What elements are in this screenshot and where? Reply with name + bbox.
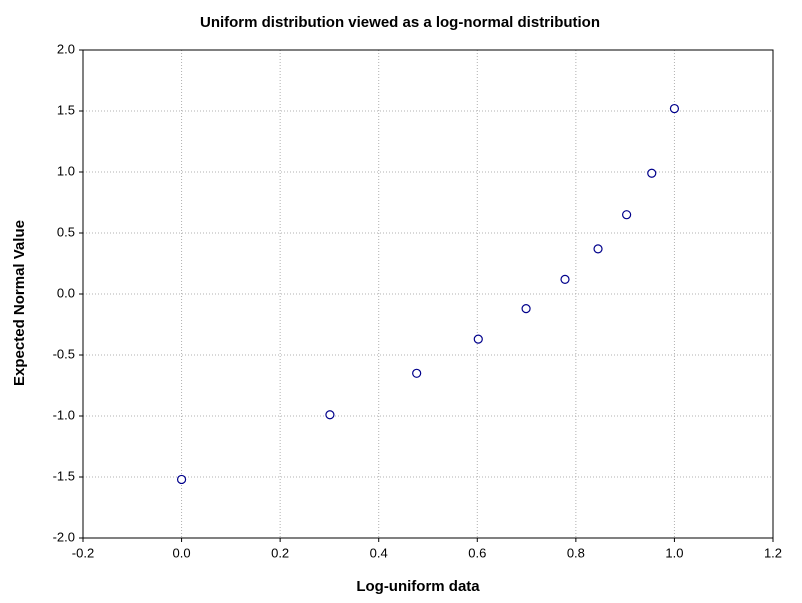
- point: [669, 103, 680, 114]
- point: [412, 368, 422, 378]
- x-tick-label: 1.0: [665, 545, 683, 560]
- x-tick-label: 0.8: [567, 545, 585, 560]
- y-tick-label: -1.5: [53, 468, 75, 483]
- y-tick-label: 2.0: [57, 41, 75, 56]
- point: [325, 410, 335, 420]
- y-tick-label: -1.0: [53, 407, 75, 422]
- y-tick-label: 1.0: [57, 163, 75, 178]
- y-axis-label: Expected Normal Value: [11, 220, 28, 386]
- y-tick-label: -2.0: [53, 529, 75, 544]
- x-tick-label: 0.4: [370, 545, 388, 560]
- y-tick-label: 0.0: [57, 285, 75, 300]
- x-tick-label: 0.0: [173, 545, 191, 560]
- plot-frame: [82, 49, 774, 539]
- x-tick-label: 1.2: [764, 545, 782, 560]
- point: [176, 474, 187, 485]
- x-tick-label: 0.2: [271, 545, 289, 560]
- point: [622, 210, 632, 220]
- y-tick-label: 1.5: [57, 102, 75, 117]
- point: [473, 334, 483, 344]
- x-tick-label: 0.6: [468, 545, 486, 560]
- point: [521, 304, 531, 314]
- point: [593, 244, 603, 254]
- y-tick-label: -0.5: [53, 346, 75, 361]
- x-tick-label: -0.2: [72, 545, 94, 560]
- y-tick-label: 0.5: [57, 224, 75, 239]
- point: [647, 168, 657, 178]
- x-axis-label: Log-uniform data: [356, 578, 480, 595]
- chart-title: Uniform distribution viewed as a log-nor…: [200, 14, 600, 31]
- point: [560, 274, 570, 284]
